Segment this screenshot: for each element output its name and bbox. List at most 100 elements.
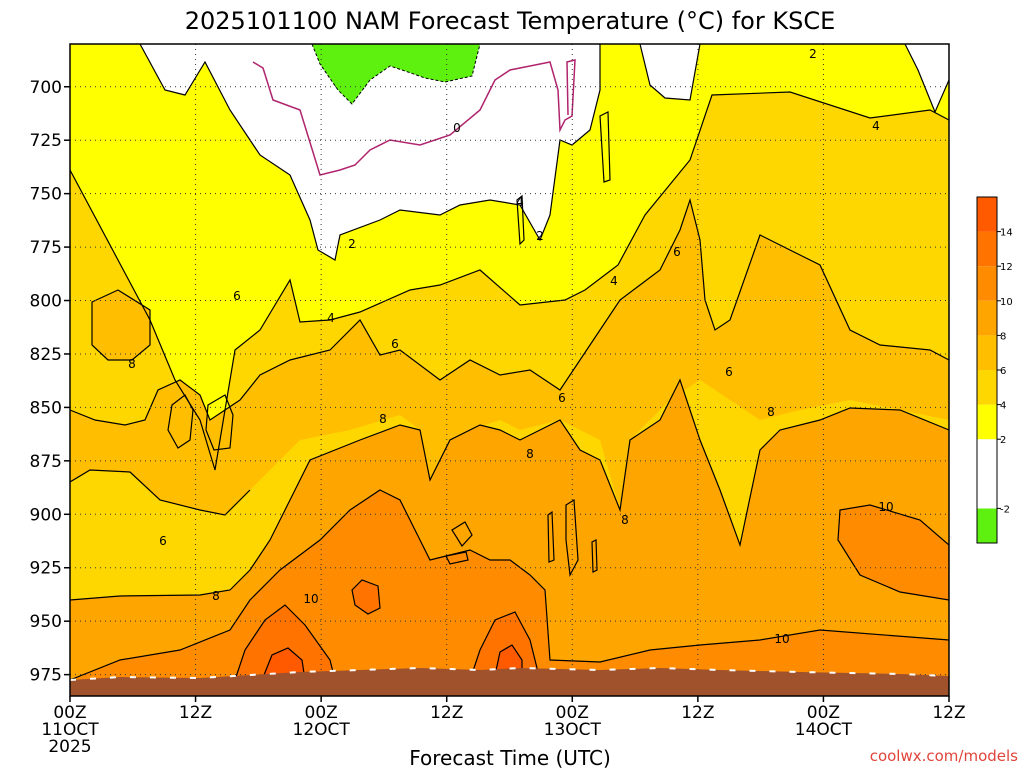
contour-label: 8 xyxy=(621,513,629,527)
colorbar-label: 8 xyxy=(1000,331,1006,342)
colorbar-swatch xyxy=(977,197,997,232)
band-6-8 xyxy=(70,200,949,515)
terrain-fill xyxy=(70,668,949,696)
band-6-8-left xyxy=(92,290,150,360)
contour-label: 8 xyxy=(379,412,387,426)
band-10-12-right xyxy=(838,505,949,600)
band-minus2-2-right-2 xyxy=(905,44,949,112)
contour-small-4 xyxy=(565,498,579,577)
contour-label: 6 xyxy=(159,534,167,548)
contour-label: 4 xyxy=(516,195,524,209)
chart-title: 2025101100 NAM Forecast Temperature (°C)… xyxy=(185,7,836,35)
colorbar-label: 14 xyxy=(1000,228,1013,239)
contour-label: 6 xyxy=(233,289,241,303)
contour-label: 8 xyxy=(767,405,775,419)
contour-label: 10 xyxy=(303,592,318,606)
contour-10-right xyxy=(837,504,949,601)
colorbar-swatch xyxy=(977,439,997,509)
x-tick-label: 2025 xyxy=(48,737,91,757)
contour-label: 4 xyxy=(872,119,880,133)
contour-label: 8 xyxy=(526,447,534,461)
x-axis-label: Forecast Time (UTC) xyxy=(409,746,611,768)
contour-8 xyxy=(70,378,949,601)
contour-small-6 xyxy=(599,111,611,183)
contour-small-3 xyxy=(547,510,555,563)
contour-small-5 xyxy=(591,539,598,573)
contour-label: 8 xyxy=(128,357,136,371)
colorbar-swatch xyxy=(977,404,997,440)
contour-8-left xyxy=(91,289,151,361)
colorbar-swatch xyxy=(977,335,997,370)
contour-2-right xyxy=(639,44,701,101)
contour-small-2 xyxy=(445,551,469,565)
contour-14-2 xyxy=(493,644,523,681)
contour-lines xyxy=(70,44,949,681)
band-minus2-2-right xyxy=(640,44,700,100)
contour-label: 2 xyxy=(348,237,356,251)
y-tick-label: 975 xyxy=(30,666,62,686)
band-minus2-2 xyxy=(140,44,600,260)
contour-label: 10 xyxy=(774,632,789,646)
contour-label: 6 xyxy=(673,245,681,259)
contour-4 xyxy=(70,91,949,471)
contour-label: 4 xyxy=(610,274,618,288)
band-12-14 xyxy=(235,605,335,680)
y-tick-label: 850 xyxy=(30,398,62,418)
contour-6-lower xyxy=(70,469,251,516)
y-tick-label: 925 xyxy=(30,559,62,579)
colorbar-swatch xyxy=(977,266,997,301)
x-tick-label: 00Z xyxy=(53,703,86,723)
contour-4-lobe-2 xyxy=(205,394,234,451)
y-tick-label: 875 xyxy=(30,452,62,472)
y-tick-label: 825 xyxy=(30,345,62,365)
contour-12-2 xyxy=(469,611,541,681)
x-tick-label: 12Z xyxy=(179,703,212,723)
colorbar-swatch xyxy=(977,508,997,543)
y-tick-label: 900 xyxy=(30,505,62,525)
colorbar-label: 4 xyxy=(1000,401,1006,412)
colorbar-swatch xyxy=(977,300,997,336)
y-axis: 700 725 750 775 800 825 850 875 900 925 950 975 xyxy=(30,78,70,686)
x-tick-label: 14OCT xyxy=(795,720,853,740)
plot-area xyxy=(70,44,949,696)
x-tick-label: 00Z xyxy=(556,703,589,723)
plot-frame xyxy=(69,43,950,697)
contour-label: 2 xyxy=(809,47,817,61)
contour-12-3 xyxy=(351,579,381,615)
y-tick-label: 750 xyxy=(30,185,62,205)
gridlines xyxy=(70,44,949,696)
freezing-zone-outline xyxy=(311,44,481,105)
contour-small-7 xyxy=(516,194,525,246)
contour-label: 6 xyxy=(725,365,733,379)
contour-2-right-2 xyxy=(904,44,949,114)
contour-0 xyxy=(252,59,576,176)
x-tick-label: 00Z xyxy=(305,703,338,723)
x-tick-label: 12OCT xyxy=(293,720,351,740)
x-tick-label: 12Z xyxy=(681,703,714,723)
contour-4-lobe xyxy=(167,394,194,449)
band-12-14-3 xyxy=(352,580,380,614)
colorbar: -2 2 4 6 8 10 12 14 xyxy=(976,196,1013,544)
contour-label: 4 xyxy=(327,311,335,325)
x-tick-label: 13OCT xyxy=(544,720,602,740)
contour-14 xyxy=(261,647,306,681)
contour-labels: 0 2 2 2 4 4 4 4 6 6 6 6 6 6 8 8 8 8 8 8 10 10 10 xyxy=(128,47,893,646)
colorbar-label: 2 xyxy=(1000,435,1006,446)
colorbar-swatch xyxy=(977,231,997,267)
contour-label: 6 xyxy=(391,337,399,351)
colorbar-label: -2 xyxy=(1000,504,1010,515)
colorbar-swatch xyxy=(977,370,997,405)
colorbar-label: 10 xyxy=(1000,297,1013,308)
contour-label: 6 xyxy=(558,391,566,405)
colorbar-label: 6 xyxy=(1000,366,1006,377)
y-tick-label: 725 xyxy=(30,131,62,151)
x-tick-label: 11OCT xyxy=(41,720,99,740)
contour-small-1 xyxy=(451,521,473,547)
band-minus4-minus2 xyxy=(312,44,480,104)
x-tick-label: 12Z xyxy=(430,703,463,723)
contour-6 xyxy=(70,197,949,426)
contour-label: 0 xyxy=(453,121,461,135)
x-tick-label: 12Z xyxy=(932,703,965,723)
colorbar-label: 12 xyxy=(1000,262,1013,273)
